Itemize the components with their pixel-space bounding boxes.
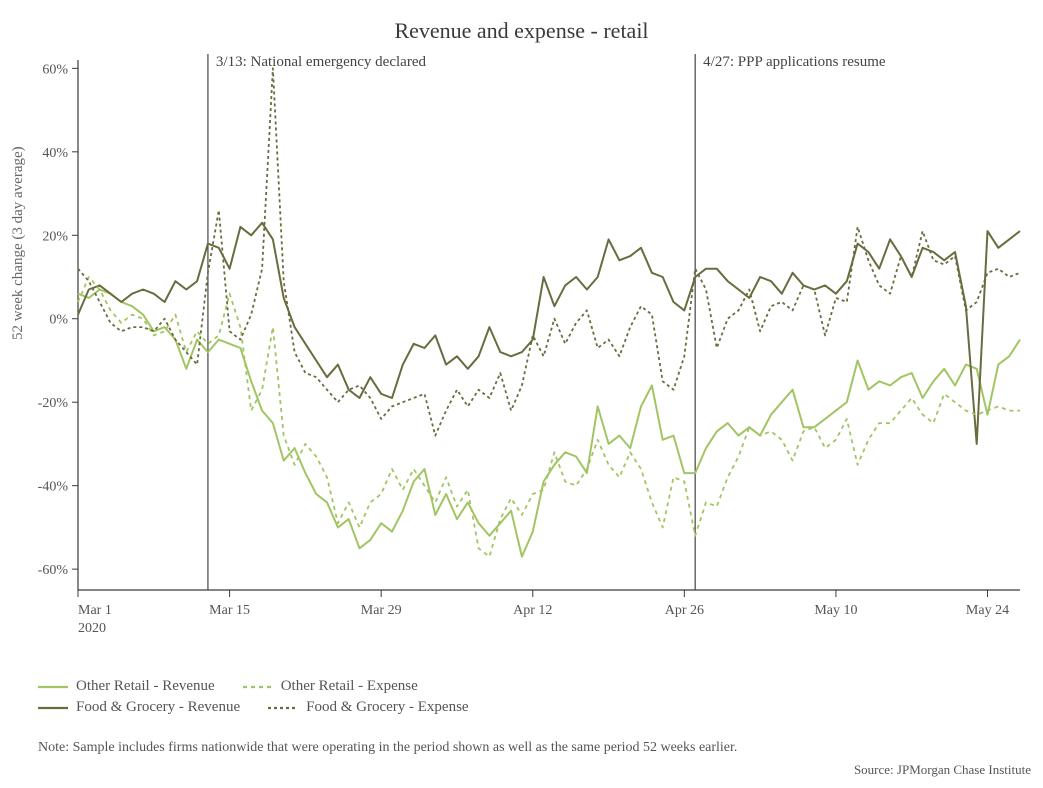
legend-label: Other Retail - Revenue (76, 678, 215, 695)
legend-item: Food & Grocery - Expense (268, 699, 468, 716)
legend-row: Food & Grocery - Revenue Food & Grocery -… (38, 699, 469, 716)
svg-text:Mar 29: Mar 29 (361, 603, 402, 618)
chart-title: Revenue and expense - retail (0, 18, 1043, 44)
svg-text:-20%: -20% (38, 396, 69, 411)
svg-text:0%: 0% (49, 313, 68, 328)
chart-container: Revenue and expense - retail 52 week cha… (0, 0, 1043, 788)
svg-text:40%: 40% (42, 146, 68, 161)
svg-text:20%: 20% (42, 229, 68, 244)
chart-note: Note: Sample includes firms nationwide t… (38, 740, 737, 756)
y-axis-label: 52 week change (3 day average) (10, 146, 27, 340)
svg-text:May 10: May 10 (814, 603, 857, 618)
legend-item: Other Retail - Expense (243, 678, 418, 695)
svg-text:3/13: National emergency decla: 3/13: National emergency declared (216, 54, 427, 70)
svg-text:Mar 15: Mar 15 (209, 603, 250, 618)
legend-label: Food & Grocery - Expense (306, 699, 468, 716)
svg-text:Apr 12: Apr 12 (513, 603, 552, 618)
legend-label: Other Retail - Expense (281, 678, 418, 695)
legend-item: Food & Grocery - Revenue (38, 699, 240, 716)
svg-text:60%: 60% (42, 62, 68, 77)
svg-text:May 24: May 24 (966, 603, 1009, 618)
legend: Other Retail - Revenue Other Retail - Exp… (38, 678, 469, 720)
chart-source: Source: JPMorgan Chase Institute (854, 762, 1031, 778)
svg-text:Apr 26: Apr 26 (665, 603, 704, 618)
svg-text:Mar 1: Mar 1 (78, 603, 112, 618)
svg-text:-60%: -60% (38, 563, 69, 578)
svg-text:4/27: PPP applications resume: 4/27: PPP applications resume (703, 54, 886, 70)
chart-svg: -60% -40% -20% 0% 20% 40% 60% Mar 1 Mar 15 Mar 29… (0, 0, 1043, 788)
legend-row: Other Retail - Revenue Other Retail - Exp… (38, 678, 469, 695)
legend-label: Food & Grocery - Revenue (76, 699, 240, 716)
svg-text:-40%: -40% (38, 480, 69, 495)
svg-text:2020: 2020 (78, 621, 106, 636)
legend-item: Other Retail - Revenue (38, 678, 215, 695)
